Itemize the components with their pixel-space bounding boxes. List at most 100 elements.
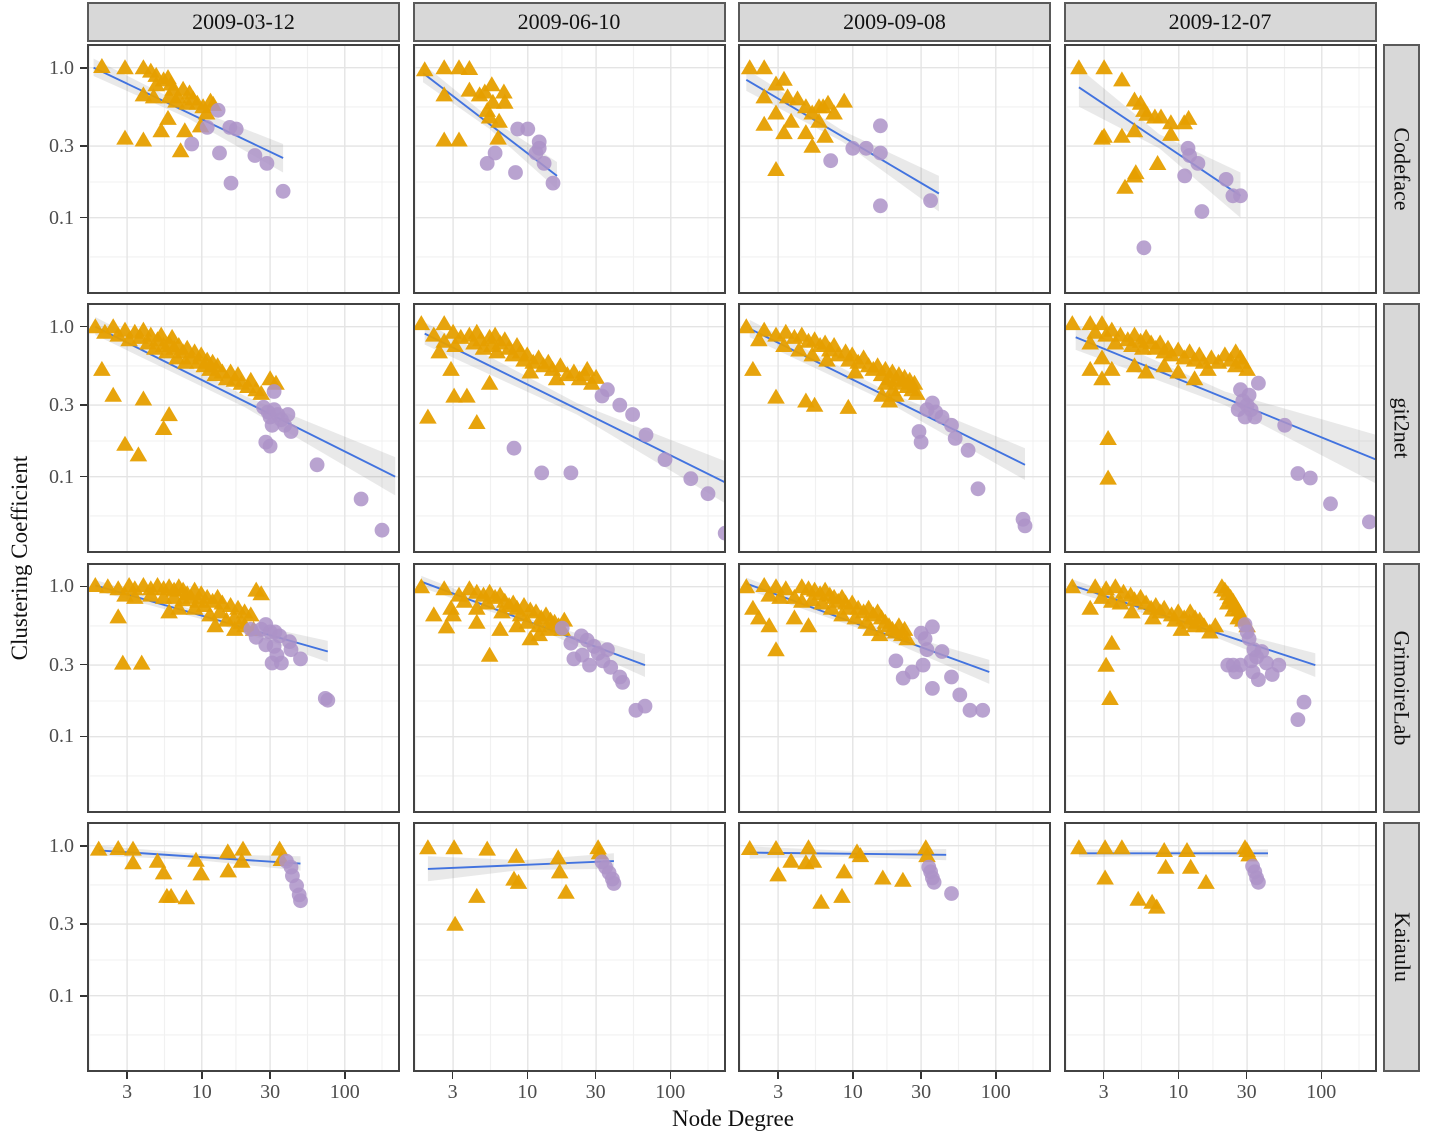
y-tick-label: 0.3 (49, 135, 74, 158)
y-tick-label: 0.3 (49, 913, 74, 936)
row-facet-label: Kaiaulu (1389, 912, 1415, 982)
y-tick-label: 1.0 (49, 834, 74, 857)
y-tick-mark (80, 735, 87, 737)
panel-svg-Codeface-2009-09-08 (738, 44, 1051, 294)
panel-svg-git2net-2009-03-12 (86, 303, 400, 553)
panel-svg-git2net-2009-06-10 (412, 303, 733, 553)
row-facet-label: GrimoireLab (1389, 630, 1415, 745)
x-tick-label: 30 (585, 1081, 606, 1103)
column-facet-strip: 2009-09-08 (738, 2, 1051, 42)
x-tick-mark (201, 1072, 203, 1079)
panel-svg-Codeface-2009-12-07 (1063, 44, 1377, 294)
panel-Codeface-2009-06-10 (412, 44, 726, 294)
x-tick-label: 100 (329, 1081, 360, 1103)
x-tick-label: 30 (1236, 1081, 1257, 1103)
panel-svg-GrimoireLab-2009-12-07 (1063, 562, 1377, 813)
y-tick-label: 0.1 (49, 465, 74, 488)
panel-git2net-2009-12-07 (1063, 303, 1377, 553)
x-tick-mark (1177, 1072, 1179, 1079)
y-tick-mark (80, 475, 87, 478)
x-tick-mark (526, 1072, 528, 1079)
row-facet-label: Codeface (1389, 127, 1415, 211)
row-facet-label: git2net (1389, 397, 1415, 459)
panel-svg-Kaiaulu-2009-03-12 (87, 822, 400, 1072)
x-tick-mark (269, 1072, 271, 1079)
row-facet-strip: Kaiaulu (1383, 822, 1420, 1072)
y-tick-mark (80, 923, 87, 925)
x-tick-label: 3 (447, 1081, 458, 1103)
panel-git2net-2009-06-10 (412, 303, 733, 553)
x-tick-label: 10 (1168, 1081, 1189, 1103)
panel-Kaiaulu-2009-06-10 (412, 822, 726, 1072)
panel-GrimoireLab-2009-06-10 (412, 562, 726, 813)
panel-svg-Kaiaulu-2009-06-10 (412, 822, 726, 1072)
column-facet-strip: 2009-03-12 (87, 2, 400, 42)
y-tick-mark (80, 325, 87, 328)
row-facet-strip: git2net (1383, 303, 1420, 553)
y-tick-label: 1.0 (49, 315, 74, 338)
y-tick-mark (80, 663, 87, 666)
column-facet-label: 2009-12-07 (1168, 9, 1272, 34)
panel-svg-Kaiaulu-2009-09-08 (738, 822, 1051, 1072)
panel-Kaiaulu-2009-03-12 (87, 822, 400, 1072)
panel-Codeface-2009-09-08 (738, 44, 1051, 294)
x-tick-mark (669, 1072, 671, 1079)
x-tick-label: 10 (517, 1081, 538, 1103)
x-tick-mark (1320, 1072, 1322, 1079)
column-facet-label: 2009-03-12 (192, 9, 295, 34)
panel-svg-GrimoireLab-2009-06-10 (412, 562, 726, 813)
y-tick-label: 1.0 (49, 56, 74, 79)
x-tick-mark (995, 1072, 997, 1079)
panel-Kaiaulu-2009-12-07 (1063, 822, 1377, 1072)
x-tick-label: 3 (1098, 1081, 1109, 1103)
x-tick-mark (344, 1072, 346, 1079)
column-facet-label: 2009-09-08 (843, 9, 946, 34)
x-tick-mark (1245, 1072, 1248, 1079)
y-tick-label: 0.3 (49, 394, 74, 417)
y-tick-label: 0.1 (49, 725, 74, 748)
panel-svg-Kaiaulu-2009-12-07 (1063, 822, 1377, 1072)
x-tick-mark (852, 1072, 854, 1079)
row-facet-strip: Codeface (1383, 44, 1420, 294)
panel-GrimoireLab-2009-12-07 (1063, 562, 1377, 813)
x-tick-mark (451, 1072, 454, 1079)
x-axis-title: Node Degree (672, 1106, 794, 1131)
y-tick-mark (80, 995, 87, 997)
panel-GrimoireLab-2009-03-12 (86, 562, 400, 813)
x-tick-mark (920, 1072, 922, 1079)
y-tick-mark (80, 145, 87, 147)
x-tick-mark (777, 1072, 779, 1079)
x-tick-label: 10 (191, 1081, 212, 1103)
panel-svg-Codeface-2009-03-12 (87, 44, 400, 294)
panel-Codeface-2009-12-07 (1063, 44, 1377, 294)
column-facet-strip: 2009-06-10 (412, 2, 726, 42)
x-tick-label: 30 (911, 1081, 932, 1103)
column-facet-strip: 2009-12-07 (1063, 2, 1377, 42)
panel-svg-git2net-2009-09-08 (737, 303, 1051, 553)
y-tick-label: 1.0 (49, 575, 74, 598)
panel-git2net-2009-03-12 (86, 303, 400, 553)
y-tick-mark (80, 404, 87, 406)
x-tick-mark (594, 1072, 597, 1079)
x-tick-label: 100 (1306, 1081, 1337, 1103)
y-tick-mark (80, 845, 87, 847)
x-tick-label: 100 (980, 1081, 1011, 1103)
x-tick-label: 3 (122, 1081, 133, 1103)
x-tick-mark (1102, 1072, 1105, 1079)
row-facet-strip: GrimoireLab (1383, 562, 1420, 813)
panel-svg-git2net-2009-12-07 (1063, 303, 1377, 553)
column-facet-label: 2009-06-10 (517, 9, 621, 34)
x-tick-label: 100 (655, 1081, 686, 1103)
panel-Kaiaulu-2009-09-08 (738, 822, 1051, 1072)
y-tick-label: 0.1 (49, 206, 74, 229)
x-tick-label: 30 (260, 1081, 281, 1103)
y-tick-mark (80, 216, 87, 219)
y-tick-label: 0.1 (49, 984, 74, 1007)
panel-svg-GrimoireLab-2009-09-08 (737, 562, 1051, 813)
y-tick-mark (80, 67, 87, 69)
panel-GrimoireLab-2009-09-08 (737, 562, 1051, 813)
panel-svg-Codeface-2009-06-10 (412, 44, 726, 294)
x-tick-mark (126, 1072, 128, 1079)
panel-Codeface-2009-03-12 (87, 44, 400, 294)
